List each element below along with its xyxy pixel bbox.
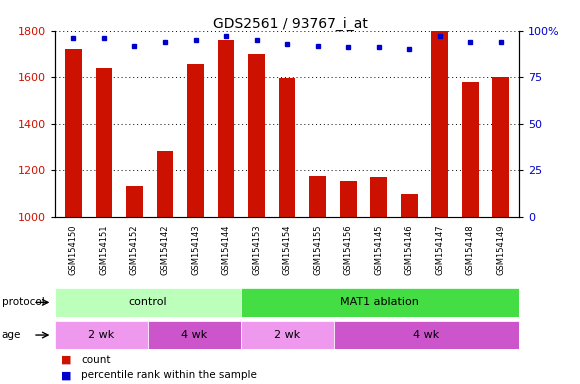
Text: GSM154147: GSM154147 [435, 224, 444, 275]
Bar [148, 321, 241, 349]
Bar [370, 177, 387, 217]
Text: GSM154146: GSM154146 [405, 224, 414, 275]
Bar [241, 321, 334, 349]
Bar [55, 288, 241, 317]
Bar [334, 321, 519, 349]
Text: ■: ■ [61, 355, 71, 365]
Bar [492, 77, 509, 217]
Bar [65, 50, 82, 217]
Text: GDS2561 / 93767_i_at: GDS2561 / 93767_i_at [212, 17, 368, 31]
Text: GSM154142: GSM154142 [161, 224, 169, 275]
Text: count: count [81, 355, 111, 365]
Bar [401, 194, 418, 217]
Text: control: control [129, 297, 167, 308]
Bar [279, 78, 295, 217]
Text: GSM154156: GSM154156 [344, 224, 353, 275]
Bar [340, 181, 357, 217]
Bar [126, 185, 143, 217]
Text: 2 wk: 2 wk [88, 330, 115, 340]
Text: 4 wk: 4 wk [181, 330, 208, 340]
Text: GSM154143: GSM154143 [191, 224, 200, 275]
Text: ■: ■ [61, 370, 71, 380]
Text: MAT1 ablation: MAT1 ablation [340, 297, 419, 308]
Bar [432, 31, 448, 217]
Bar [218, 40, 234, 217]
Text: GSM154153: GSM154153 [252, 224, 261, 275]
Text: GSM154154: GSM154154 [282, 224, 292, 275]
Text: 4 wk: 4 wk [413, 330, 440, 340]
Text: protocol: protocol [2, 297, 45, 308]
Text: age: age [2, 330, 21, 340]
Bar [55, 321, 148, 349]
Bar [462, 82, 478, 217]
Text: GSM154150: GSM154150 [69, 224, 78, 275]
Text: 2 wk: 2 wk [274, 330, 300, 340]
Bar [248, 54, 265, 217]
Text: percentile rank within the sample: percentile rank within the sample [81, 370, 257, 380]
Bar [309, 176, 326, 217]
Bar [157, 151, 173, 217]
Text: GSM154155: GSM154155 [313, 224, 322, 275]
Text: GSM154145: GSM154145 [374, 224, 383, 275]
Text: GSM154148: GSM154148 [466, 224, 475, 275]
Bar [241, 288, 519, 317]
Text: GSM154151: GSM154151 [99, 224, 108, 275]
Bar [187, 65, 204, 217]
Text: GSM154152: GSM154152 [130, 224, 139, 275]
Text: GSM154149: GSM154149 [496, 224, 505, 275]
Text: GSM154144: GSM154144 [222, 224, 230, 275]
Bar [96, 68, 113, 217]
